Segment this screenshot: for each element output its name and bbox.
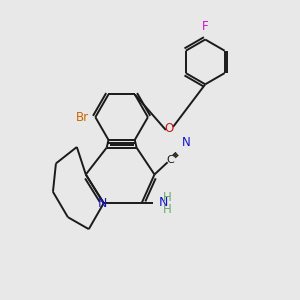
Text: N: N [182,136,190,149]
Text: Br: Br [76,111,89,124]
Text: N: N [98,197,107,210]
Text: C: C [166,155,174,165]
Text: F: F [202,20,208,33]
Text: H: H [163,202,172,216]
Text: H: H [163,191,172,204]
Text: N: N [159,196,168,209]
Text: O: O [165,122,174,135]
